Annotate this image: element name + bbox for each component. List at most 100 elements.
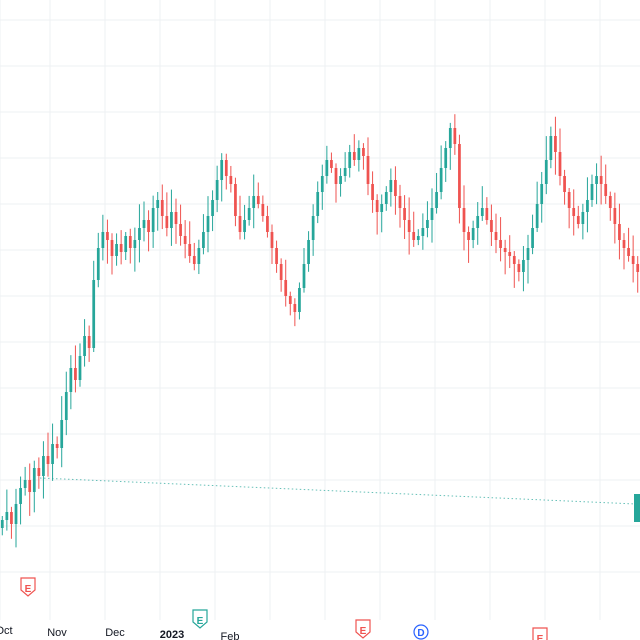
candle-body bbox=[389, 180, 393, 192]
candle bbox=[78, 343, 82, 387]
candle bbox=[389, 168, 393, 207]
earnings-icon[interactable]: E bbox=[192, 609, 208, 629]
candle bbox=[238, 195, 242, 240]
candle-body bbox=[23, 480, 27, 488]
candle-body bbox=[549, 136, 553, 160]
candle bbox=[252, 174, 256, 229]
candle bbox=[110, 233, 114, 275]
candle-body bbox=[627, 248, 630, 256]
candle-body bbox=[448, 128, 452, 148]
candle bbox=[224, 153, 228, 190]
candle bbox=[535, 181, 539, 233]
candle-body bbox=[138, 228, 141, 240]
candle-body bbox=[334, 168, 338, 184]
candle-body bbox=[384, 192, 388, 204]
candle-body bbox=[421, 228, 425, 236]
candle bbox=[421, 213, 425, 250]
candle-body bbox=[270, 232, 274, 248]
candle bbox=[416, 229, 420, 246]
candle-body bbox=[631, 256, 635, 264]
dividend-icon-shape bbox=[413, 624, 429, 640]
candle bbox=[444, 141, 448, 182]
candle bbox=[302, 248, 306, 293]
candle-body bbox=[618, 224, 621, 240]
candle-body bbox=[426, 220, 429, 228]
candle bbox=[64, 371, 68, 436]
candle-body bbox=[293, 304, 297, 312]
candle bbox=[517, 259, 521, 282]
candle-body bbox=[366, 156, 370, 184]
candle-body bbox=[403, 208, 406, 220]
candle bbox=[46, 432, 50, 477]
candle-body bbox=[380, 204, 384, 212]
candle-body bbox=[74, 368, 77, 380]
candle bbox=[51, 423, 54, 481]
candle bbox=[55, 436, 59, 459]
candle bbox=[485, 197, 489, 225]
candle-body bbox=[279, 264, 283, 280]
earnings-icon[interactable]: E bbox=[532, 627, 548, 640]
candle bbox=[403, 195, 406, 240]
right-price-marker bbox=[634, 494, 640, 522]
candle-body bbox=[352, 152, 356, 160]
candle bbox=[435, 172, 438, 214]
candle bbox=[613, 192, 617, 244]
grid-lines bbox=[0, 0, 640, 620]
candle-body bbox=[467, 232, 470, 240]
candle bbox=[192, 242, 196, 271]
candle-body bbox=[476, 216, 480, 228]
candle-body bbox=[179, 224, 182, 236]
candle bbox=[14, 488, 18, 548]
candle-body bbox=[165, 216, 169, 228]
candle bbox=[83, 319, 86, 367]
earnings-icon[interactable]: E bbox=[20, 577, 36, 597]
candle-body bbox=[243, 220, 246, 232]
candle bbox=[28, 463, 32, 516]
candle-body bbox=[110, 240, 114, 256]
candle bbox=[462, 185, 466, 251]
candle-body bbox=[535, 204, 539, 228]
candle-body bbox=[10, 512, 13, 524]
candle bbox=[490, 204, 493, 246]
candle bbox=[92, 260, 96, 353]
candle-body bbox=[540, 184, 544, 204]
candle-body bbox=[613, 208, 617, 224]
candle-body bbox=[576, 216, 580, 224]
candle bbox=[554, 116, 557, 175]
earnings-icon[interactable]: E bbox=[355, 619, 371, 639]
candle-body bbox=[471, 228, 475, 240]
candle-body bbox=[531, 228, 534, 248]
candle-body bbox=[83, 336, 86, 356]
candle-body bbox=[142, 220, 146, 228]
candles-layer bbox=[0, 114, 640, 548]
candle bbox=[124, 231, 128, 261]
candle-body bbox=[170, 212, 173, 228]
candle-body bbox=[46, 456, 50, 464]
candle-body bbox=[522, 260, 525, 272]
candle-body bbox=[485, 208, 489, 220]
candle bbox=[183, 220, 187, 259]
candle bbox=[549, 126, 553, 169]
candle bbox=[202, 214, 205, 255]
candle bbox=[151, 195, 155, 248]
candle bbox=[270, 224, 274, 264]
candle bbox=[581, 203, 585, 240]
candle bbox=[595, 163, 598, 205]
candle bbox=[375, 194, 379, 235]
candle bbox=[407, 197, 411, 255]
candle-body bbox=[512, 256, 516, 264]
x-axis: Oct Nov Dec 2023 Feb bbox=[0, 625, 239, 640]
candle-body bbox=[608, 196, 612, 208]
candle bbox=[380, 194, 384, 233]
candle bbox=[599, 155, 603, 205]
candle bbox=[179, 204, 182, 246]
candle bbox=[357, 140, 361, 172]
candle-body bbox=[357, 148, 361, 160]
dividend-icon[interactable]: D bbox=[413, 624, 429, 640]
candle-body bbox=[174, 212, 178, 224]
candle-body bbox=[407, 220, 411, 232]
candle bbox=[471, 220, 475, 249]
candle-body bbox=[151, 208, 155, 232]
